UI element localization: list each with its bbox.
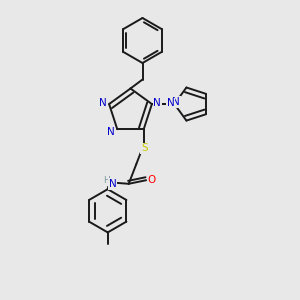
- Text: N: N: [153, 98, 161, 107]
- Text: N: N: [107, 127, 115, 136]
- Text: N: N: [99, 98, 106, 107]
- Text: H: H: [103, 176, 110, 185]
- Text: N: N: [109, 179, 117, 189]
- Text: N: N: [172, 97, 180, 107]
- Text: O: O: [147, 175, 156, 185]
- Text: N: N: [167, 98, 175, 108]
- Text: S: S: [141, 143, 148, 153]
